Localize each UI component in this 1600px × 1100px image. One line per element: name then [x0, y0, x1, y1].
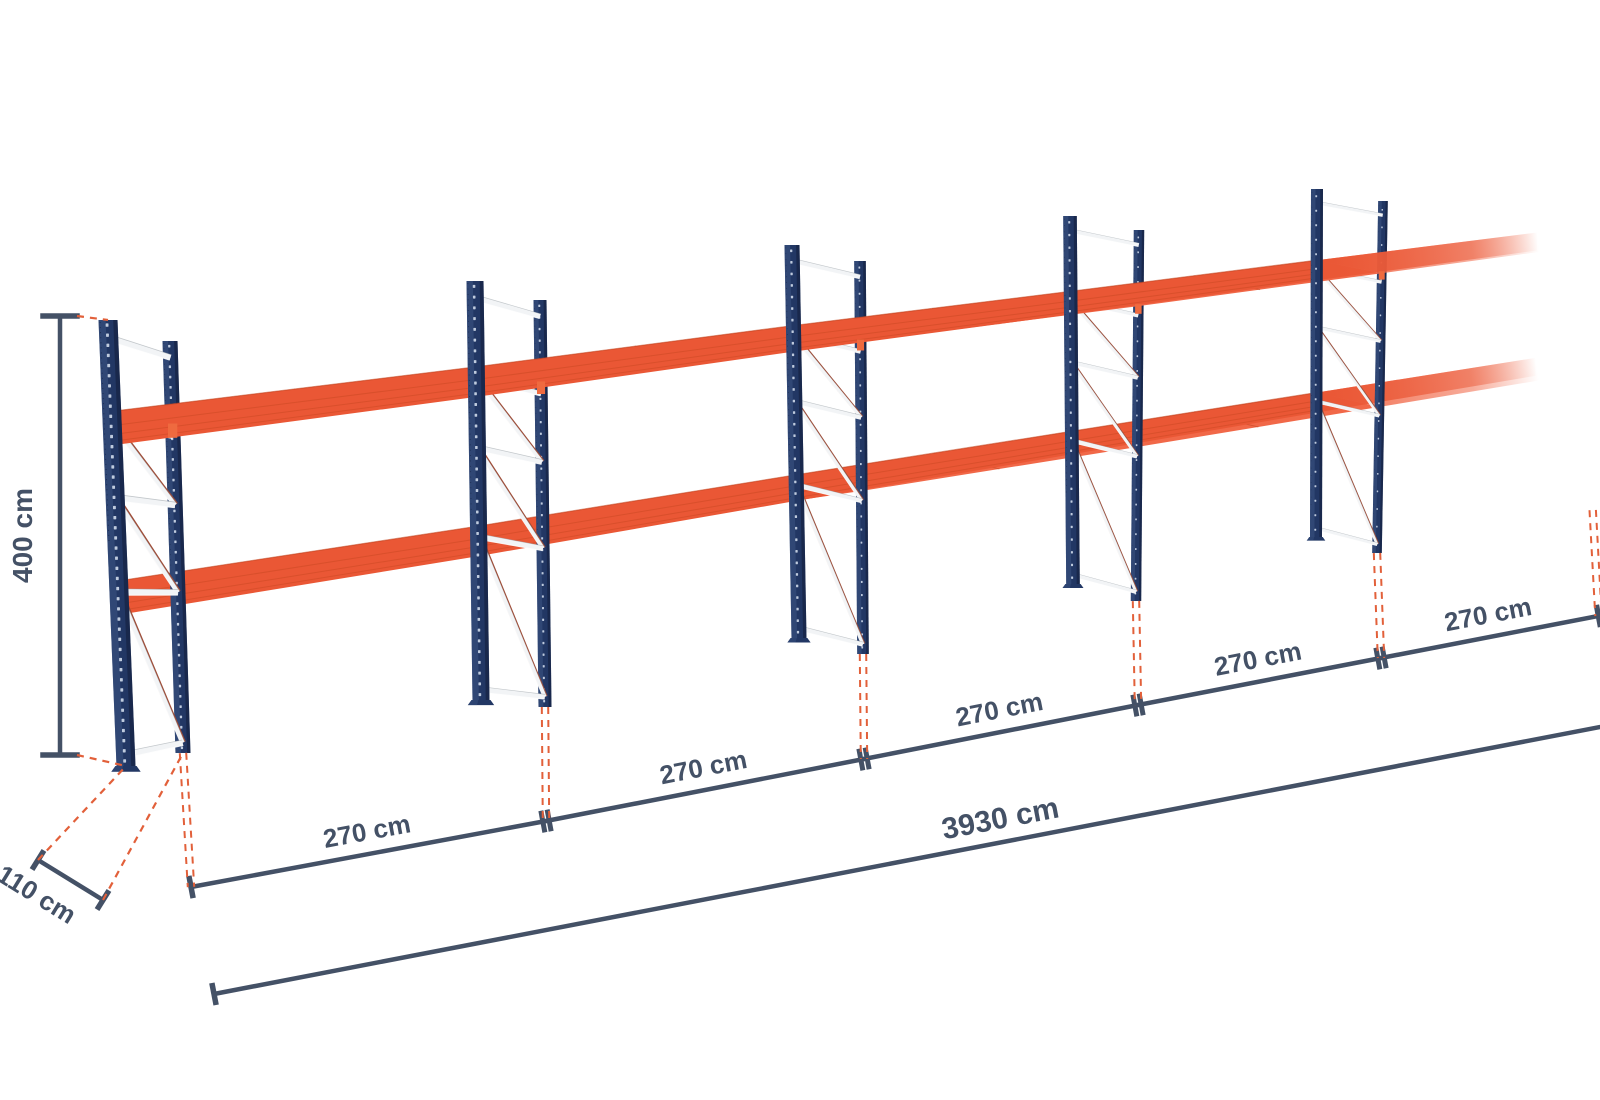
svg-text:400 cm: 400 cm — [7, 488, 38, 583]
